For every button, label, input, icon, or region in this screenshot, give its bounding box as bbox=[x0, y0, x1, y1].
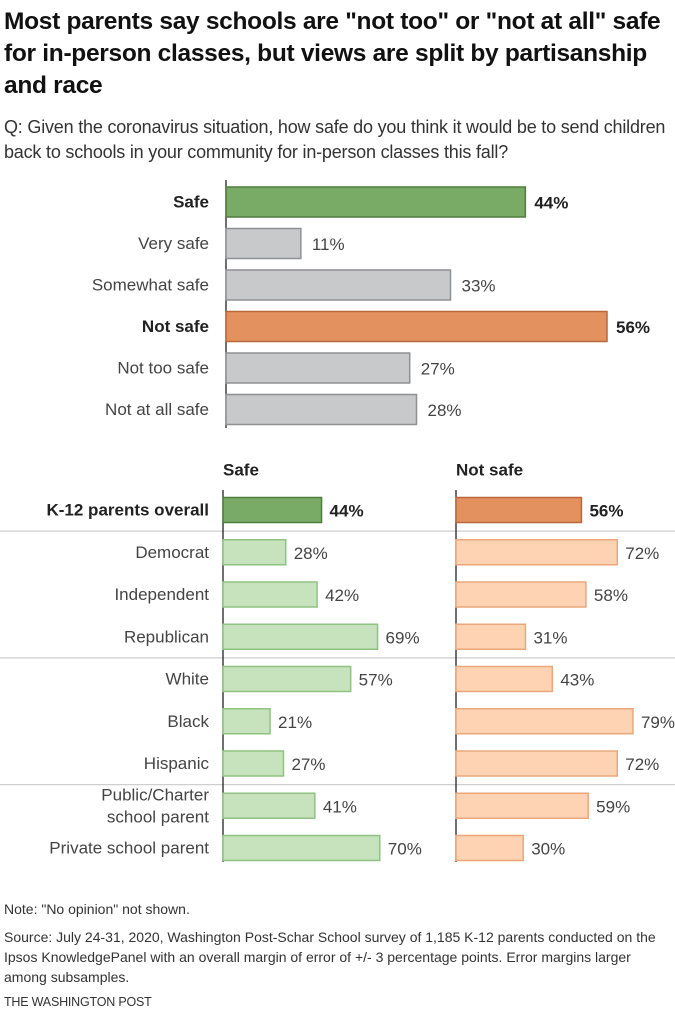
not-safe-bar bbox=[455, 539, 619, 566]
safe-value-label: 69% bbox=[386, 628, 420, 647]
top-value-label: 27% bbox=[421, 360, 455, 379]
safe-bar bbox=[222, 623, 379, 650]
safe-value-label: 27% bbox=[291, 755, 325, 774]
group-category-label: Public/Charter bbox=[101, 785, 209, 804]
top-bar bbox=[225, 393, 418, 426]
group-category-label: school parent bbox=[107, 807, 209, 826]
not-safe-value-label: 79% bbox=[641, 713, 675, 732]
top-category-label: Somewhat safe bbox=[92, 276, 209, 295]
safe-bar bbox=[222, 708, 271, 735]
top-bar bbox=[225, 186, 527, 218]
not-safe-value-label: 56% bbox=[589, 502, 623, 521]
group-category-label: Independent bbox=[114, 585, 209, 604]
not-safe-value-label: 43% bbox=[560, 671, 594, 690]
top-category-label: Not too safe bbox=[117, 359, 209, 378]
group-category-label: K-12 parents overall bbox=[46, 501, 209, 520]
not-safe-value-label: 31% bbox=[533, 628, 567, 647]
group-category-label: Black bbox=[167, 712, 209, 731]
not-safe-bar bbox=[455, 496, 583, 524]
safe-bar bbox=[222, 539, 287, 566]
top-value-label: 44% bbox=[534, 194, 568, 213]
safe-value-label: 28% bbox=[294, 544, 328, 563]
group-category-label: Hispanic bbox=[144, 754, 210, 773]
safe-value-label: 57% bbox=[359, 671, 393, 690]
not-safe-value-label: 72% bbox=[625, 544, 659, 563]
safe-bar bbox=[222, 496, 323, 524]
not-safe-bar bbox=[455, 834, 524, 862]
column-header: Safe bbox=[223, 461, 259, 480]
not-safe-bar bbox=[455, 750, 619, 777]
top-bar bbox=[225, 227, 302, 260]
group-category-label: Democrat bbox=[135, 543, 209, 562]
not-safe-bar bbox=[455, 623, 527, 650]
top-bar bbox=[225, 269, 452, 301]
survey-question: Q: Given the coronavirus situation, how … bbox=[4, 117, 666, 162]
not-safe-value-label: 30% bbox=[531, 840, 565, 859]
safe-value-label: 44% bbox=[330, 502, 364, 521]
not-safe-bar bbox=[455, 665, 554, 693]
top-category-label: Not at all safe bbox=[105, 400, 209, 419]
safe-value-label: 70% bbox=[388, 840, 422, 859]
safe-bar bbox=[222, 750, 285, 777]
top-value-label: 33% bbox=[462, 277, 496, 296]
group-category-label: Private school parent bbox=[49, 839, 209, 858]
safe-bar bbox=[222, 834, 381, 862]
source: Source: July 24-31, 2020, Washington Pos… bbox=[4, 929, 656, 985]
not-safe-bar bbox=[455, 792, 589, 819]
top-category-label: Very safe bbox=[138, 234, 209, 253]
not-safe-bar bbox=[455, 708, 634, 735]
top-category-label: Safe bbox=[173, 193, 209, 212]
note: Note: "No opinion" not shown. bbox=[4, 901, 190, 917]
top-value-label: 28% bbox=[428, 401, 462, 420]
top-value-label: 56% bbox=[616, 318, 650, 337]
top-value-label: 11% bbox=[312, 235, 345, 254]
chart-title: Most parents say schools are "not too" o… bbox=[4, 8, 661, 99]
safe-bar bbox=[222, 665, 352, 693]
not-safe-value-label: 72% bbox=[625, 755, 659, 774]
group-category-label: Republican bbox=[124, 627, 209, 646]
safe-bar bbox=[222, 792, 316, 819]
safe-value-label: 21% bbox=[278, 713, 312, 732]
safe-value-label: 42% bbox=[325, 586, 359, 605]
safe-bar bbox=[222, 581, 318, 608]
not-safe-value-label: 58% bbox=[594, 586, 628, 605]
group-category-label: White bbox=[166, 670, 209, 689]
not-safe-bar bbox=[455, 581, 587, 608]
safe-value-label: 41% bbox=[323, 797, 357, 816]
not-safe-value-label: 59% bbox=[596, 797, 630, 816]
top-bar bbox=[225, 310, 608, 343]
top-bar bbox=[225, 352, 411, 384]
column-header: Not safe bbox=[456, 461, 523, 480]
top-category-label: Not safe bbox=[142, 317, 209, 336]
credit: THE WASHINGTON POST bbox=[4, 995, 152, 1009]
